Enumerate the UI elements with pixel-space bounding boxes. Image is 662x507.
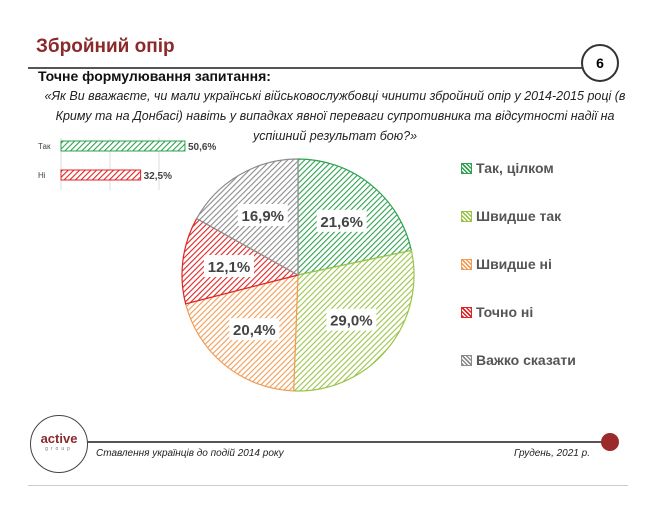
footer-subtitle: Ставлення українців до подій 2014 року [96,448,284,459]
data-label-bg [316,209,367,232]
bar-category-label: Так [38,142,51,151]
data-label: 29,0% [330,313,373,330]
data-label-bg [203,255,254,278]
legend-swatch [461,210,472,222]
data-label-bg [237,203,288,226]
bar-value-label: 50,6% [188,142,216,153]
question-heading: Точне формулювання запитання: [38,68,271,84]
bar-category-label: Ні [38,171,46,180]
data-label: 21,6% [320,214,363,231]
logo: active group [30,415,88,473]
footer-divider [85,441,605,443]
legend-item: Точно ні [461,304,533,320]
legend-label: Швидше ні [476,256,552,272]
data-label: 20,4% [233,322,276,339]
bar [60,140,186,152]
legend-item: Важко сказати [461,352,576,368]
legend-label: Так, цілком [476,160,554,176]
bottom-divider [28,485,628,486]
legend-label: Швидше так [476,208,562,224]
data-label: 16,9% [241,208,284,225]
legend-swatch [461,354,472,366]
bar-value-label: 32,5% [144,171,172,182]
legend-label: Важко сказати [476,352,576,368]
legend-item: Швидше так [461,208,561,224]
data-label-bg [229,318,280,341]
legend-label: Точно ні [476,304,534,320]
logo-text: active [40,431,78,446]
question-text: «Як Ви вважаєте, чи мали українські війс… [44,89,626,143]
footer-dot [601,433,619,451]
header-divider [28,67,583,69]
slide-title: Збройний опір [36,36,175,57]
legend-item: Так, цілком [461,160,554,176]
legend-item: Швидше ні [461,256,552,272]
legend-swatch [461,162,472,174]
legend-swatch [461,258,472,270]
page-number: 6 [581,44,619,82]
legend-swatch [461,306,472,318]
data-label-bg [326,308,377,331]
data-label: 12,1% [208,259,251,276]
logo-sub: group [45,446,73,452]
bar [60,169,142,181]
footer-date: Грудень, 2021 р. [513,448,590,459]
